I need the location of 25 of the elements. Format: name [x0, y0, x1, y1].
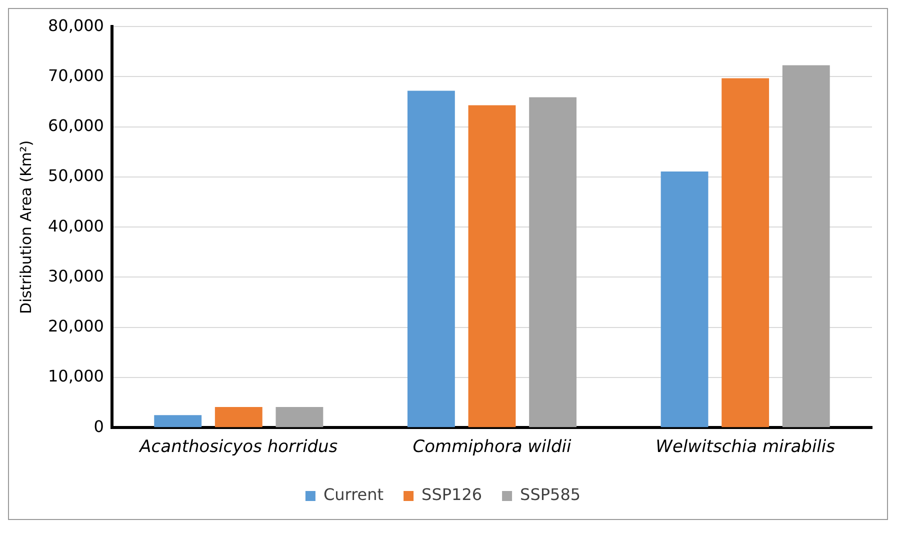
- bar: [214, 407, 262, 428]
- bar: [276, 407, 324, 428]
- bar: [529, 97, 577, 428]
- y-tick-label: 80,000: [48, 16, 104, 35]
- legend-label: SSP585: [520, 485, 581, 504]
- y-tick-label: 10,000: [48, 366, 104, 386]
- bar: [154, 415, 202, 428]
- bar: [407, 90, 455, 428]
- x-tick-label: Commiphora wildii: [412, 437, 572, 458]
- bar: [722, 78, 770, 428]
- legend-label: Current: [323, 485, 384, 504]
- legend-label: SSP126: [422, 485, 482, 504]
- y-tick-label: 20,000: [48, 316, 104, 336]
- x-tick-label: Acanthosicyos horridus: [138, 437, 338, 458]
- y-tick-label: 30,000: [48, 266, 104, 286]
- y-tick-label: 70,000: [48, 66, 104, 85]
- bar: [782, 65, 830, 428]
- y-tick-label: 50,000: [48, 166, 104, 186]
- y-axis-title: Distribution Area (Km²): [16, 140, 35, 314]
- y-tick-label: 40,000: [48, 216, 104, 236]
- bar: [468, 105, 516, 428]
- bar: [660, 171, 708, 428]
- x-tick-label: Welwitschia mirabilis: [656, 437, 836, 458]
- y-tick-label: 0: [94, 416, 104, 436]
- y-tick-label: 60,000: [48, 116, 104, 136]
